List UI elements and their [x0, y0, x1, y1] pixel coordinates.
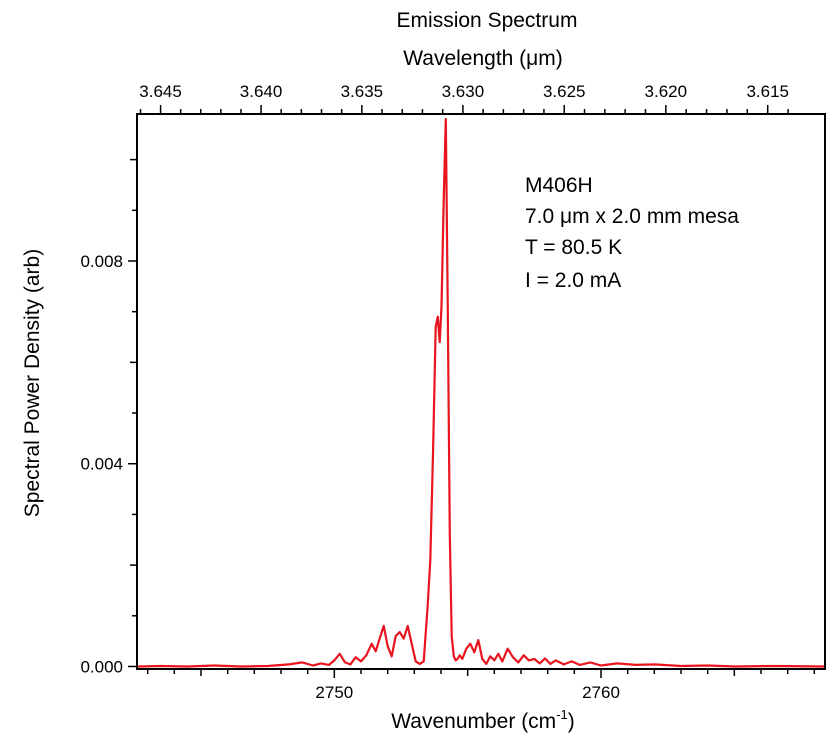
y-axis: 0.000 0.004 0.008 — [80, 158, 137, 676]
annotation-sample: M406H — [525, 174, 593, 197]
top-tick-label: 3.615 — [746, 82, 789, 101]
top-tick-label: 3.635 — [341, 82, 384, 101]
bottom-x-axis: 2750 2760 — [146, 669, 816, 702]
top-tick-label: 3.630 — [442, 82, 485, 101]
annotation-temperature: T = 80.5 K — [525, 236, 622, 259]
top-tick-label: 3.620 — [645, 82, 688, 101]
y-tick-label: 0.004 — [80, 455, 123, 474]
x-tick-label: 2760 — [582, 683, 620, 702]
top-tick-label: 3.640 — [240, 82, 283, 101]
annotation-box: M406H 7.0 μm x 2.0 mm mesa T = 80.5 K I … — [525, 174, 739, 292]
top-x-axis-label: Wavelength (μm) — [403, 47, 563, 70]
top-tick-label: 3.625 — [543, 82, 586, 101]
top-x-axis: 3.645 3.640 3.635 3.630 3.625 3.620 3.615 — [139, 82, 789, 114]
y-tick-label: 0.008 — [80, 252, 123, 271]
x-tick-label: 2750 — [315, 683, 353, 702]
plot-frame — [136, 113, 826, 670]
y-axis-label: Spectral Power Density (arb) — [21, 249, 44, 517]
top-tick-label: 3.645 — [139, 82, 182, 101]
annotation-mesa: 7.0 μm x 2.0 mm mesa — [525, 205, 739, 228]
y-tick-label: 0.000 — [80, 657, 123, 676]
annotation-current: I = 2.0 mA — [525, 269, 621, 292]
chart-title: Emission Spectrum — [397, 9, 578, 32]
spectrum-series-line — [138, 117, 824, 668]
x-axis-label: Wavenumber (cm-1) — [391, 707, 575, 733]
